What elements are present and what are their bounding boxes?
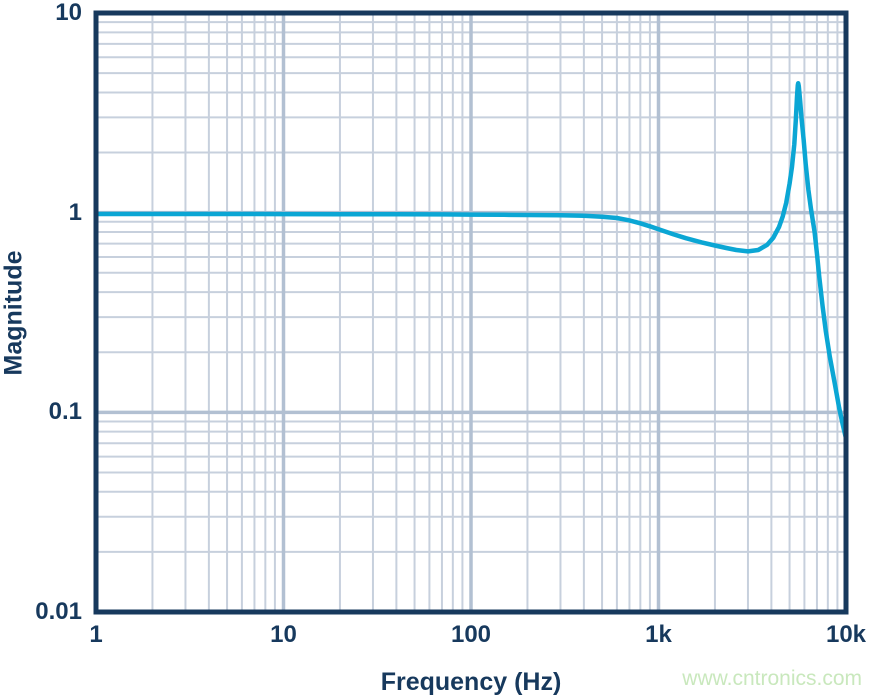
x-tick-label-100: 100 xyxy=(450,621,492,648)
x-tick-label-10k: 10k xyxy=(825,621,867,648)
magnitude-curve xyxy=(93,80,849,441)
watermark-text: www.cntronics.com xyxy=(682,667,862,690)
y-tick-label-10: 10 xyxy=(55,0,82,26)
y-tick-label-1: 1 xyxy=(68,198,82,226)
y-tick-label-0p1: 0.1 xyxy=(48,398,82,426)
plot-frame xyxy=(93,10,849,615)
x-axis-title: Frequency (Hz) xyxy=(380,668,562,696)
x-tick-label-1: 1 xyxy=(89,621,103,648)
x-tick-label-10: 10 xyxy=(270,621,297,648)
y-tick-label-0p01: 0.01 xyxy=(35,598,82,625)
y-axis-title: Magnitude xyxy=(0,250,28,376)
x-tick-label-1k: 1k xyxy=(645,621,672,648)
